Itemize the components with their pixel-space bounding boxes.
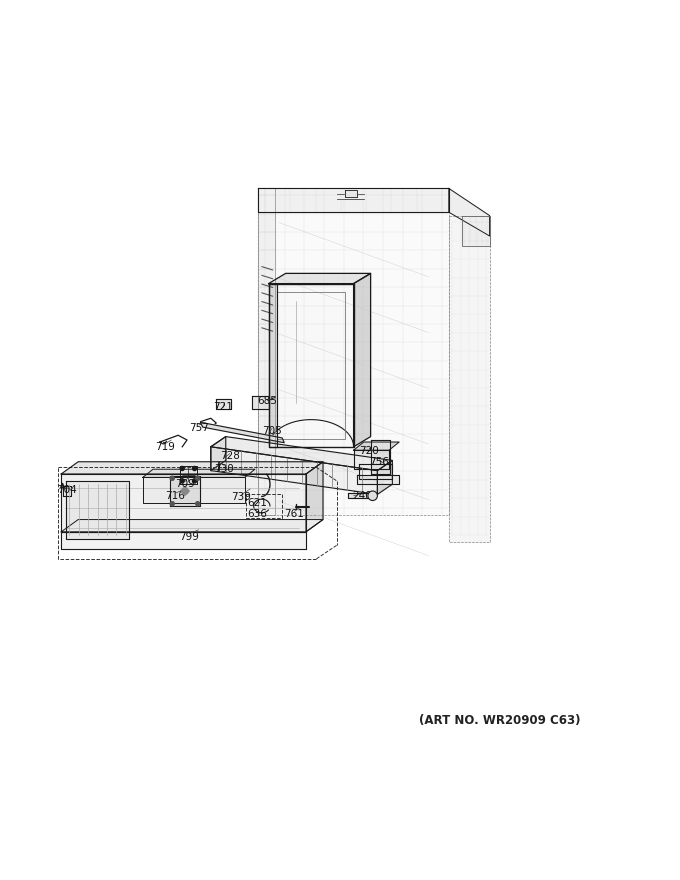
Polygon shape — [345, 190, 357, 196]
Polygon shape — [216, 400, 231, 409]
Polygon shape — [449, 188, 490, 236]
Circle shape — [182, 488, 188, 495]
Circle shape — [196, 476, 200, 480]
Polygon shape — [359, 464, 392, 479]
Polygon shape — [252, 396, 269, 409]
Polygon shape — [61, 474, 306, 532]
Text: 721: 721 — [213, 402, 233, 413]
Polygon shape — [348, 493, 371, 498]
Text: 739: 739 — [231, 492, 252, 502]
Text: 621: 621 — [247, 497, 267, 508]
Polygon shape — [354, 451, 389, 469]
Polygon shape — [462, 216, 490, 246]
Text: 709: 709 — [175, 480, 195, 489]
Polygon shape — [306, 462, 323, 532]
Polygon shape — [170, 476, 200, 506]
Text: 636: 636 — [247, 510, 267, 519]
Polygon shape — [201, 422, 284, 443]
Text: 720: 720 — [359, 446, 379, 456]
Polygon shape — [258, 188, 275, 515]
Text: (ART NO. WR20909 C63): (ART NO. WR20909 C63) — [419, 714, 581, 727]
Polygon shape — [61, 462, 323, 474]
Polygon shape — [258, 188, 449, 515]
Circle shape — [180, 479, 184, 483]
Polygon shape — [269, 283, 277, 447]
Text: 799: 799 — [179, 532, 199, 541]
Polygon shape — [371, 440, 390, 474]
Text: 756: 756 — [369, 458, 390, 467]
Circle shape — [180, 466, 184, 471]
Polygon shape — [143, 469, 255, 477]
Text: 704: 704 — [56, 485, 77, 495]
Circle shape — [196, 502, 200, 506]
Text: 728: 728 — [220, 451, 240, 461]
Polygon shape — [269, 283, 354, 447]
Polygon shape — [61, 519, 323, 532]
Polygon shape — [143, 477, 245, 502]
Text: 757: 757 — [188, 422, 209, 433]
Polygon shape — [269, 274, 371, 283]
Polygon shape — [211, 447, 377, 495]
Circle shape — [192, 479, 197, 483]
Circle shape — [192, 466, 197, 471]
Text: 705: 705 — [262, 426, 282, 436]
Polygon shape — [258, 188, 449, 212]
Circle shape — [170, 502, 174, 506]
Polygon shape — [377, 460, 392, 495]
Polygon shape — [354, 274, 371, 447]
Polygon shape — [211, 436, 226, 471]
Text: 685: 685 — [257, 395, 277, 406]
Polygon shape — [211, 436, 392, 471]
Text: 716: 716 — [165, 491, 186, 501]
Polygon shape — [61, 532, 306, 549]
Polygon shape — [354, 442, 399, 451]
Polygon shape — [357, 475, 399, 484]
Circle shape — [368, 491, 377, 501]
Polygon shape — [180, 466, 197, 483]
Text: 240: 240 — [352, 491, 373, 502]
Polygon shape — [66, 480, 129, 539]
Polygon shape — [449, 216, 490, 542]
Circle shape — [170, 476, 174, 480]
Text: 761: 761 — [284, 510, 305, 519]
Text: 719: 719 — [154, 442, 175, 451]
Text: 730: 730 — [214, 464, 235, 473]
